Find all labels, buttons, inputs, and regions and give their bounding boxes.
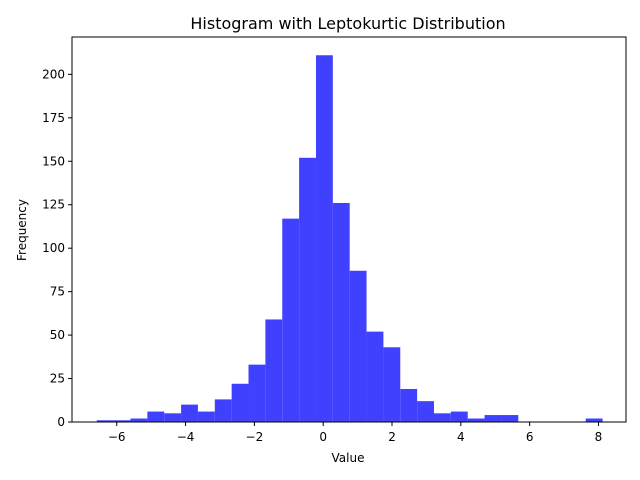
x-axis-ticks: −6 −4 −2 0 2 4 6 8 [108,422,602,444]
y-tick-label: 125 [42,198,65,212]
y-tick-label: 25 [50,372,65,386]
histogram-bar [433,413,451,422]
histogram-bar [383,347,401,422]
histogram-bar [417,401,434,422]
x-tick-label: 2 [388,430,396,444]
y-tick-label: 100 [42,241,65,255]
histogram-bar [214,399,232,422]
histogram-bar [299,157,316,423]
y-tick-label: 50 [50,328,65,342]
y-tick-label: 150 [42,154,65,168]
histogram-bar [113,420,131,422]
histogram-bar [130,418,148,422]
chart-title: Histogram with Leptokurtic Distribution [190,14,505,33]
x-tick-label: 0 [319,430,327,444]
x-tick-label: −6 [108,430,126,444]
x-axis-label: Value [332,451,365,465]
histogram-bar [501,415,519,422]
histogram-bar [366,331,384,422]
histogram-bar [332,202,350,422]
bars-group [96,55,603,423]
histogram-bar [315,55,333,422]
histogram-bar [197,411,215,422]
histogram-bar [181,404,198,422]
y-axis-label: Frequency [15,199,29,261]
histogram-bar [450,411,468,422]
x-tick-label: 6 [526,430,534,444]
y-tick-label: 75 [50,285,65,299]
histogram-bar [467,418,485,422]
histogram-bar [400,388,418,422]
x-tick-label: −4 [177,430,195,444]
histogram-bar [282,218,300,422]
histogram-bar [265,319,283,422]
y-tick-label: 0 [57,415,65,429]
histogram-bar [164,413,182,422]
histogram-bar [585,418,603,422]
y-tick-label: 200 [42,67,65,81]
plot-frame [71,36,627,423]
histogram-bar [231,383,249,422]
histogram-bar [248,364,266,422]
x-tick-label: −2 [246,430,264,444]
x-tick-label: 4 [457,430,465,444]
y-tick-label: 175 [42,111,65,125]
histogram-bar [96,420,114,422]
histogram-bar [349,270,367,422]
y-axis-ticks: 0 25 50 75 100 125 150 175 200 [42,67,72,429]
x-tick-label: 8 [595,430,603,444]
histogram-bar [147,411,165,422]
histogram-bar [484,415,502,422]
